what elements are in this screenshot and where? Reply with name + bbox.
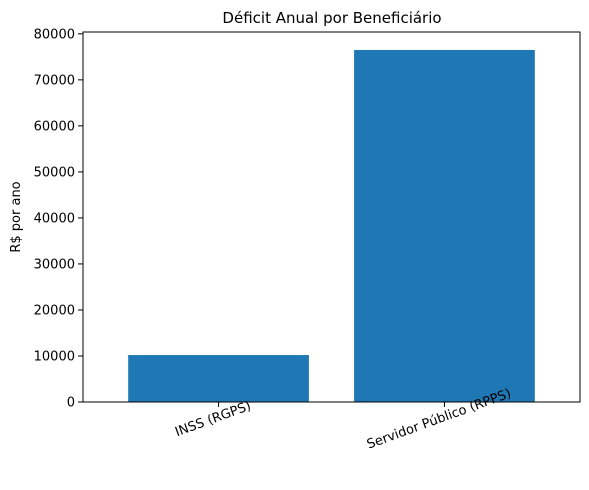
y-tick-label-6: 60000 [34,119,75,134]
x-tick-label-0: INSS (RGPS) [173,399,253,440]
y-tick-label-3: 30000 [34,257,75,272]
bar-1 [354,49,535,402]
plot-area: 0 10000 20000 30000 40000 50000 60000 70000 8000… [34,27,581,453]
y-axis-label: R$ por ano [9,181,24,252]
bar-0 [128,355,309,402]
y-tick-label-1: 10000 [34,349,75,364]
y-tick-label-8: 80000 [34,27,75,42]
y-tick-label-0: 0 [67,396,75,411]
bars-layer [128,49,535,402]
y-tick-label-5: 50000 [34,165,75,180]
y-tick-label-4: 40000 [34,211,75,226]
y-tick-label-7: 70000 [34,73,75,88]
y-tick-label-2: 20000 [34,303,75,318]
plot-frame [82,31,581,403]
y-axis: 0 10000 20000 30000 40000 50000 60000 70000 8000… [34,27,83,411]
chart-title: Déficit Anual por Beneficiário [222,9,441,27]
